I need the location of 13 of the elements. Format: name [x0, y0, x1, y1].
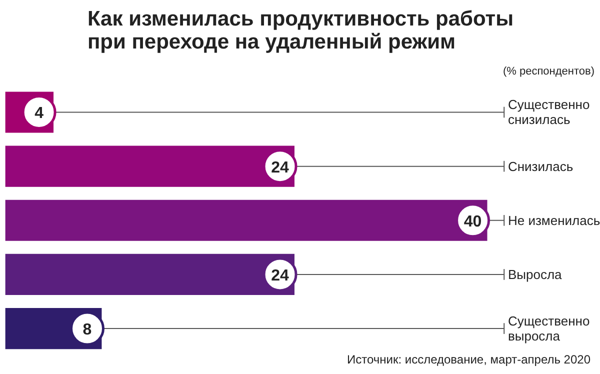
y-tick-label: Выросла	[508, 266, 563, 282]
data-label: 4	[34, 105, 44, 122]
text: (% респондентов)	[502, 66, 595, 78]
y-tick-label: Существенно выросла	[508, 314, 590, 344]
y-tick-label: Существенно снизилась	[508, 97, 590, 128]
annotation: Источник: исследование, март-апрель 2020	[346, 352, 591, 366]
data-label: 24	[271, 267, 290, 284]
chart-title: Как изменилась продуктивность работы при переходе на удаленный режим	[87, 8, 514, 54]
data-label: 8	[82, 322, 92, 339]
y-tick-label: Не изменилась	[508, 212, 600, 228]
y-tick-label: Снизилась	[508, 158, 574, 174]
data-label: 40	[464, 213, 482, 230]
data-label: 24	[271, 159, 290, 176]
